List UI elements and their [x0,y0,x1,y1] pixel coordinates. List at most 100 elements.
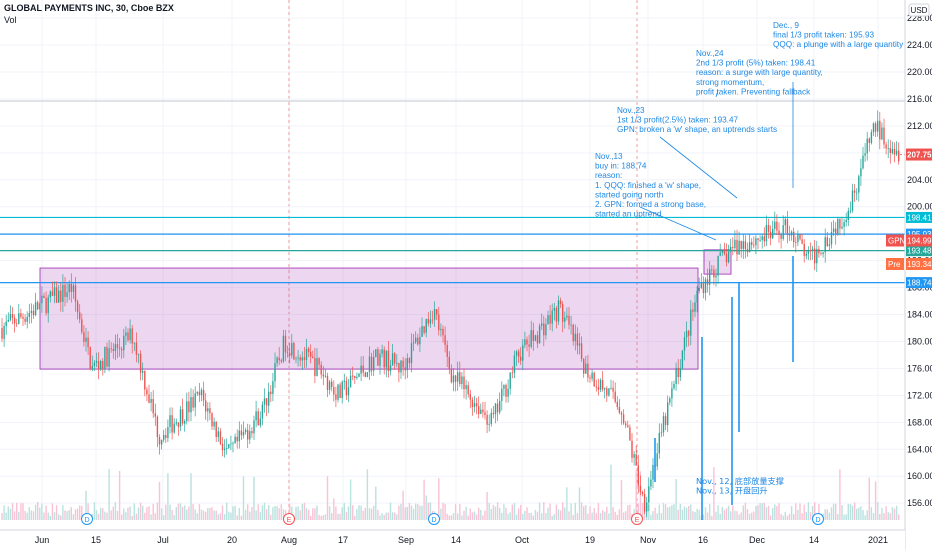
candle-body [700,282,702,288]
candle-body [627,425,629,428]
volume-bar [457,513,459,520]
candle-body [843,222,845,227]
volume-bar [797,509,799,520]
candle-body [524,339,526,346]
candle-body [286,352,289,354]
candle-body [368,356,371,373]
candle-body [194,393,196,408]
y-tick-label: 172.00 [907,390,932,400]
candle-body [801,239,803,244]
candle-body [93,362,96,366]
volume-bar [188,506,190,520]
candle-body [576,333,579,346]
svg-text:E: E [635,517,640,524]
candle-body [412,342,415,344]
candle-body [772,228,774,239]
candle-body [7,319,9,322]
candle-body [597,386,600,390]
volume-bar [765,507,768,520]
y-tick-label: 184.00 [907,310,932,320]
volume-bar [221,505,224,520]
volume-bar [278,508,280,520]
volume-bar [295,506,297,520]
volume-bar [196,513,198,520]
volume-bar [104,511,106,520]
volume-bar [45,505,47,520]
volume-bar [1,513,3,520]
volume-bar [782,515,784,520]
candle-body [780,234,782,239]
volume-bar [780,513,782,520]
volume-bar [541,513,543,520]
candle-body [91,365,93,370]
volume-bar [564,507,566,520]
candle-body [184,421,186,424]
volume-bar [270,514,272,520]
volume-bar [58,514,60,520]
volume-bar [255,510,257,520]
candle-body [356,376,358,379]
candle-body [343,380,345,382]
volume-bar [93,502,96,520]
candle-body [543,323,545,336]
volume-bar [74,509,77,520]
volume-bar [148,506,150,520]
candle-body [814,248,816,264]
volume-bar [207,508,209,520]
candle-body [179,409,182,427]
volume-bar [301,504,303,520]
candle-body [55,287,58,303]
candle-body [259,418,261,426]
volume-bar [5,512,7,520]
volume-bar [49,515,51,520]
candle-body [473,403,476,408]
candle-body [799,234,801,240]
volume-bar [398,505,400,520]
x-tick-label: 14 [451,535,461,545]
annotation-line: buy in: 188.74 [595,162,647,171]
volume-bar [213,510,215,520]
volume-bar [184,505,186,520]
volume-bar [828,512,831,520]
volume-bar [139,502,142,520]
volume-bar [110,510,112,520]
candle-body [885,144,887,149]
volume-bar [692,511,694,520]
volume-bar [553,514,555,520]
candle-body [795,242,797,243]
volume-bar [144,512,146,520]
annotation-line: 1st 1/3 profit(2.5%) taken: 193.47 [617,116,739,125]
candle-body [677,367,679,378]
candle-body [748,242,751,253]
candle-body [226,447,228,449]
candle-body [555,308,558,322]
volume-bar [635,470,637,520]
annotation-line: Nov., 13, 开盘回升 [696,486,768,496]
candle-body [610,387,612,389]
svg-text:E: E [287,517,292,524]
candle-body [774,221,776,229]
candle-body [366,372,369,377]
volume-bar [452,513,455,520]
candle-body [824,237,826,253]
volume-bar [232,506,234,520]
volume-bar [415,503,417,520]
candle-body [34,302,37,316]
volume-bar [868,477,870,520]
candle-body [169,415,171,427]
volume-bar [524,511,526,520]
volume-bar [47,512,49,520]
candle-body [511,372,513,374]
x-tick-label: 2021 [868,535,888,545]
candle-body [433,308,436,320]
annotation-line: 2nd 1/3 profit (5%) taken: 198.41 [696,59,816,68]
volume-bar [268,504,270,520]
volume-bar [872,513,875,520]
volume-bar [299,510,301,520]
volume-bar [851,505,854,520]
volume-bar [713,467,715,520]
volume-bar [421,505,423,520]
volume-bar [662,503,665,520]
volume-bar [79,505,81,520]
